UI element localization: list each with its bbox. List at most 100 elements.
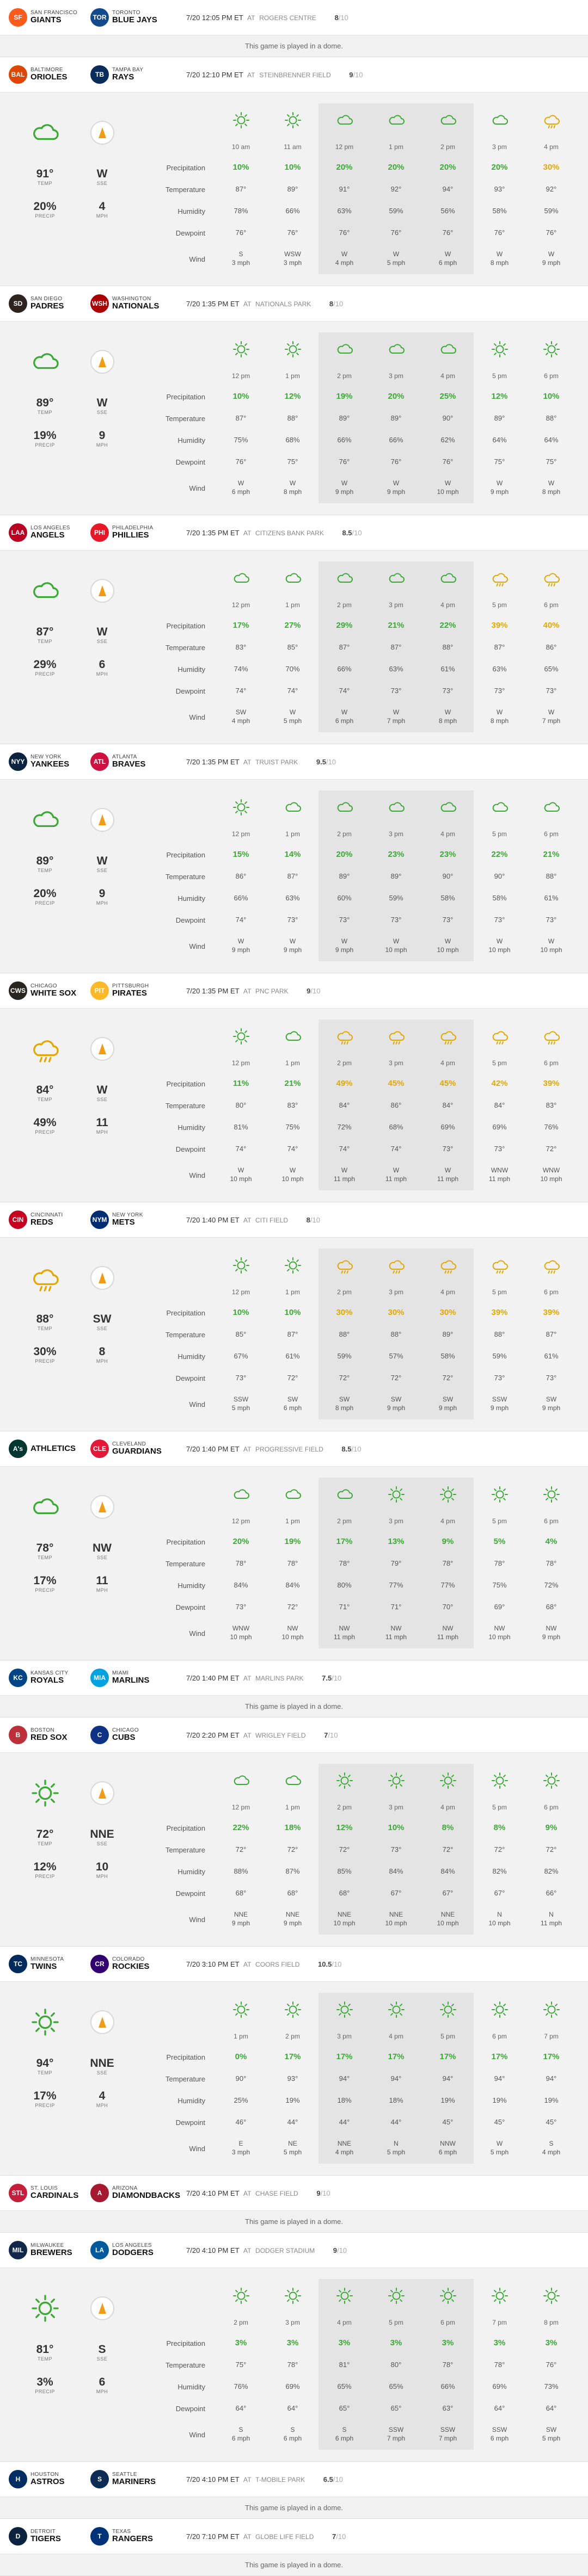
hour-time: 6 pm <box>422 2313 474 2332</box>
team-home[interactable]: A ARIZONA DIAMONDBACKS <box>90 2184 180 2202</box>
team-away[interactable]: CIN CINCINNATI REDS <box>9 1210 90 1229</box>
team-home[interactable]: PHI PHILADELPHIA PHILLIES <box>90 523 172 542</box>
team-away[interactable]: A's ATHLETICS <box>9 1440 90 1458</box>
team-away[interactable]: CWS CHICAGO WHITE SOX <box>9 981 90 1000</box>
wind-speed: 10 mph <box>230 1633 252 1641</box>
venue-name[interactable]: NATIONALS PARK <box>255 300 311 308</box>
team-home[interactable]: T TEXAS RANGERS <box>90 2527 172 2546</box>
venue-name[interactable]: PROGRESSIVE FIELD <box>255 1445 323 1453</box>
team-home[interactable]: WSH WASHINGTON NATIONALS <box>90 294 172 313</box>
wind-speed: 9 mph <box>283 1919 302 1927</box>
hour-temp: 72° <box>287 1845 298 1854</box>
hour-precip: 42% <box>491 1079 508 1088</box>
venue-name[interactable]: WRIGLEY FIELD <box>255 1731 306 1739</box>
venue-name[interactable]: MARLINS PARK <box>255 1674 304 1682</box>
hour-hum: 59% <box>370 887 422 909</box>
row-temp: Temperature 83° 85° 87° 87° 88° 87° 86° <box>136 637 588 658</box>
venue-name[interactable]: GLOBE LIFE FIELD <box>255 2532 314 2541</box>
team-away[interactable]: BAL BALTIMORE ORIOLES <box>9 65 90 84</box>
hour-time: 12 pm <box>318 137 370 157</box>
wind-dir: SW <box>235 708 247 716</box>
team-home[interactable]: S SEATTLE MARINERS <box>90 2470 172 2488</box>
hour-time: 4 pm <box>318 2313 370 2332</box>
row-label: Humidity <box>177 1581 205 1590</box>
venue-name[interactable]: CHASE FIELD <box>255 2189 298 2197</box>
venue-name[interactable]: CITI FIELD <box>255 1216 289 1224</box>
hour-temp: 78° <box>494 1559 505 1567</box>
hour-precip: 27% <box>284 621 301 630</box>
weather-detail: 89° TEMP 19% PRECIP W SSE 9 MPH 12 pm 1 p… <box>0 321 588 515</box>
team-away[interactable]: NYY NEW YORK YANKEES <box>9 752 90 771</box>
team-away[interactable]: SF SAN FRANCISCO GIANTS <box>9 8 90 27</box>
team-home[interactable]: LA LOS ANGELES DODGERS <box>90 2241 172 2259</box>
venue-name[interactable]: TRUIST PARK <box>255 758 298 766</box>
precip-label: PRECIP <box>35 1874 55 1879</box>
team-away[interactable]: B BOSTON RED SOX <box>9 1726 90 1744</box>
hour-wind: N 11 mph <box>525 1904 577 1935</box>
hour-dew: 45° <box>546 2118 557 2126</box>
wind-speed: 9 mph <box>387 488 406 496</box>
hour-precip: 20% <box>491 163 508 172</box>
rain-cloud-icon <box>474 1020 525 1053</box>
hour-wind: SSW 9 mph <box>474 1389 525 1419</box>
venue-name[interactable]: PNC PARK <box>255 987 289 995</box>
team-home[interactable]: NYM NEW YORK METS <box>90 1210 172 1229</box>
team-home[interactable]: CR COLORADO ROCKIES <box>90 1955 172 1973</box>
row-label: Temperature <box>166 1101 205 1110</box>
team-away[interactable]: D DETROIT TIGERS <box>9 2527 90 2546</box>
hour-precip: 19% <box>284 1537 301 1546</box>
venue-name[interactable]: T-MOBILE PARK <box>255 2475 305 2484</box>
team-city: ATLANTA <box>112 753 137 760</box>
team-away[interactable]: STL ST. LOUIS CARDINALS <box>9 2184 90 2202</box>
summary-precip: 3% <box>36 2376 53 2388</box>
hour-hum: 63% <box>285 894 300 902</box>
team-home[interactable]: CLE CLEVELAND GUARDIANS <box>90 1440 172 1458</box>
team-home[interactable]: MIA MIAMI MARLINS <box>90 1669 172 1687</box>
game-meta: 7/20 1:35 PM ET AT TRUIST PARK 9.5/10 <box>186 758 336 766</box>
wind-speed: 11 mph <box>488 1175 511 1183</box>
team-name: ROYALS <box>30 1676 64 1685</box>
wind-dir: W <box>289 708 296 716</box>
venue-name[interactable]: CITIZENS BANK PARK <box>255 529 324 537</box>
team-away[interactable]: H HOUSTON ASTROS <box>9 2470 90 2488</box>
wind-speed: 10 mph <box>281 1175 304 1183</box>
team-city: CHICAGO <box>30 983 57 989</box>
hour-dew: 72° <box>422 1367 474 1389</box>
wind-speed: 10 mph <box>540 946 562 954</box>
team-away[interactable]: LAA LOS ANGELES ANGELS <box>9 523 90 542</box>
sun-icon <box>215 332 267 366</box>
rain-cloud-icon <box>318 1249 370 1282</box>
team-away[interactable]: MIL MILWAUKEE BREWERS <box>9 2241 90 2259</box>
venue-name[interactable]: ROGERS CENTRE <box>259 14 316 22</box>
team-home[interactable]: TB TAMPA BAY RAYS <box>90 65 172 84</box>
wind-speed: 6 mph <box>335 717 354 725</box>
hour-wind: NNE 10 mph <box>370 1904 422 1935</box>
hour-hum: 65% <box>318 2376 370 2398</box>
team-away[interactable]: KC KANSAS CITY ROYALS <box>9 1669 90 1687</box>
hour-time: 5 pm <box>492 601 507 609</box>
precip-label: PRECIP <box>35 1358 55 1364</box>
team-away[interactable]: TC MINNESOTA TWINS <box>9 1955 90 1973</box>
wind-dir-sub: SSE <box>96 181 108 186</box>
row-label: Precipitation <box>166 1537 205 1546</box>
game-card: MIL MILWAUKEE BREWERS LA LOS ANGELES DOD… <box>0 2233 588 2462</box>
rating-value: 9.5 <box>316 757 326 766</box>
wind-speed: 3 mph <box>231 2148 250 2156</box>
venue-name[interactable]: COORS FIELD <box>255 1960 300 1968</box>
wind-speed: 8 mph <box>490 717 509 725</box>
team-home[interactable]: ATL ATLANTA BRAVES <box>90 752 172 771</box>
wind-speed: 8 mph <box>490 259 509 267</box>
team-home[interactable]: C CHICAGO CUBS <box>90 1726 172 1744</box>
team-home[interactable]: PIT PITTSBURGH PIRATES <box>90 981 172 1000</box>
venue-name[interactable]: STEINBRENNER FIELD <box>259 71 331 79</box>
wind-dir: SSW <box>492 2426 507 2434</box>
rating-value: 8.5 <box>342 528 352 537</box>
row-label: Wind <box>189 1400 205 1409</box>
team-away[interactable]: SD SAN DIEGO PADRES <box>9 294 90 313</box>
game-card: H HOUSTON ASTROS S SEATTLE MARINERS 7/20… <box>0 2462 588 2519</box>
venue-name[interactable]: DODGER STADIUM <box>255 2246 315 2254</box>
team-home[interactable]: TOR TORONTO BLUE JAYS <box>90 8 172 27</box>
